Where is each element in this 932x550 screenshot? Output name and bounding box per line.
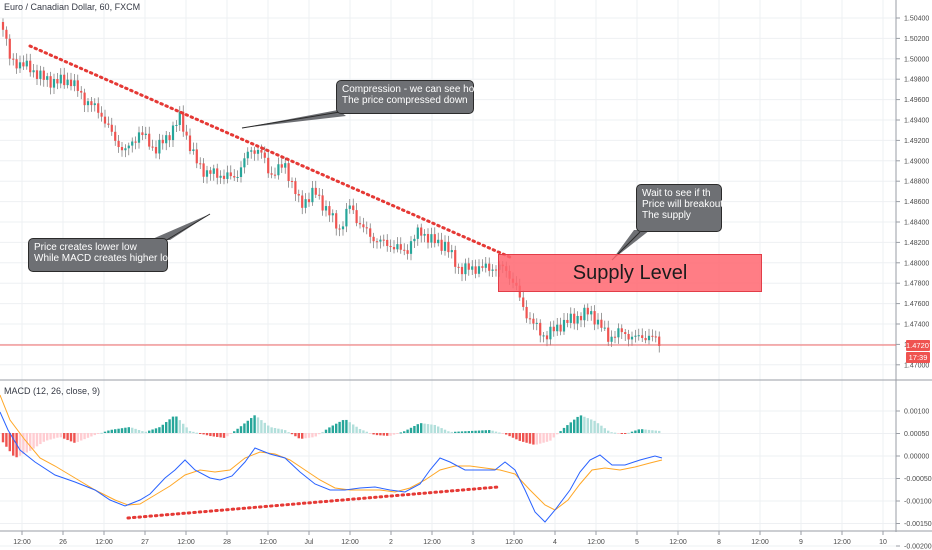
- time-tick-label: 12:00: [95, 539, 113, 546]
- macd-tick-label: -0.00100: [904, 499, 932, 506]
- symbol-title[interactable]: Euro / Canadian Dollar, 60, FXCM: [4, 2, 141, 12]
- price-tick-label: 1.49800: [904, 77, 929, 84]
- lower-low-callout[interactable]: Price creates lower low While MACD creat…: [28, 238, 176, 272]
- time-tick-label: 3: [471, 539, 475, 546]
- price-tick-label: 1.48200: [904, 240, 929, 247]
- price-tick-label: 1.48600: [904, 199, 929, 206]
- compression-pointer-line: [241, 111, 341, 129]
- time-tick-label: 4: [553, 539, 557, 546]
- lower-low-callout-pointer: [150, 214, 210, 240]
- time-tick-label: 12:00: [13, 539, 31, 546]
- compression-callout[interactable]: Compression - we can see how The price c…: [336, 80, 482, 114]
- price-tick-label: 1.49000: [904, 158, 929, 165]
- compression-callout-line-2: The price compressed down: [342, 95, 468, 106]
- time-tick-label: 5: [635, 539, 639, 546]
- price-tick-label: 1.49600: [904, 97, 929, 104]
- supply-level-zone[interactable]: Supply Level: [498, 254, 762, 292]
- compression-callout-line-1: Compression - we can see how: [342, 84, 482, 95]
- price-tick-label: 1.47400: [904, 322, 929, 329]
- wait-callout-line-1: Wait to see if th: [642, 188, 711, 199]
- price-tick-label: 1.47800: [904, 281, 929, 288]
- macd-tick-label: 0.00100: [904, 409, 929, 416]
- time-tick-label: 10: [879, 539, 887, 546]
- time-tick-label: 12:00: [751, 539, 769, 546]
- bar-countdown-badge: 17:39: [906, 352, 930, 363]
- lower-low-pointer-line: [164, 213, 211, 242]
- price-tick-label: 1.47000: [904, 362, 929, 369]
- price-tick-label: 1.50000: [904, 56, 929, 63]
- price-tick-label: 1.50200: [904, 36, 929, 43]
- wait-callout-pointer: [612, 230, 650, 260]
- price-tick-label: 1.48400: [904, 220, 929, 227]
- price-tick-label: 1.49400: [904, 118, 929, 125]
- time-tick-label: 12:00: [177, 539, 195, 546]
- lower-low-callout-line-1: Price creates lower low: [34, 242, 137, 253]
- time-tick-label: 12:00: [259, 539, 277, 546]
- supply-level-label: Supply Level: [572, 261, 688, 284]
- time-tick-label: 12:00: [669, 539, 687, 546]
- time-tick-label: 12:00: [341, 539, 359, 546]
- time-tick-label: 26: [59, 539, 67, 546]
- macd-tick-label: 0.00050: [904, 431, 929, 438]
- macd-tick-label: -0.00050: [904, 476, 932, 483]
- wait-callout[interactable]: Wait to see if th Price will breakout Th…: [636, 184, 724, 232]
- price-tick-label: 1.47600: [904, 301, 929, 308]
- time-tick-label: 12:00: [505, 539, 523, 546]
- time-tick-label: Jul: [305, 539, 314, 546]
- candlestick-series: [1, 18, 661, 353]
- time-tick-label: 12:00: [833, 539, 851, 546]
- price-axis[interactable]: 1.50400 1.50200 1.50000 1.49800 1.49600 1.494…: [896, 16, 929, 370]
- lower-low-callout-line-2: While MACD creates higher low: [34, 253, 176, 264]
- price-tick-label: 1.48000: [904, 260, 929, 267]
- macd-line: [0, 411, 663, 523]
- macd-tick-label: -0.00200: [904, 544, 932, 550]
- macd-indicator-title[interactable]: MACD (12, 26, close, 9): [4, 386, 101, 396]
- macd-divergence-trendline[interactable]: [126, 485, 500, 520]
- time-tick-label: 27: [141, 539, 149, 546]
- current-price-badge: 1.47207: [906, 340, 932, 351]
- wait-callout-line-3: The supply: [642, 210, 691, 221]
- macd-signal-line: [0, 394, 663, 511]
- price-tick-label: 1.48800: [904, 179, 929, 186]
- time-axis[interactable]: 12:00 26 12:00 27 12:00 28 12:00 Jul 12:00 2 12:00…: [13, 531, 887, 546]
- time-tick-label: 8: [717, 539, 721, 546]
- macd-histogram: [1, 415, 661, 458]
- macd-tick-label: -0.00150: [904, 521, 932, 528]
- time-tick-label: 12:00: [587, 539, 605, 546]
- wait-callout-line-2: Price will breakout: [642, 199, 724, 210]
- time-tick-label: 2: [389, 539, 393, 546]
- macd-axis[interactable]: 0.00100 0.00050 0.00000 -0.00050 -0.00100 -0.…: [896, 409, 932, 550]
- price-tick-label: 1.50400: [904, 16, 929, 23]
- price-trendline[interactable]: [28, 44, 514, 260]
- time-tick-label: 12:00: [423, 539, 441, 546]
- time-tick-label: 9: [799, 539, 803, 546]
- price-tick-label: 1.49200: [904, 138, 929, 145]
- macd-tick-label: 0.00000: [904, 454, 929, 461]
- time-tick-label: 28: [223, 539, 231, 546]
